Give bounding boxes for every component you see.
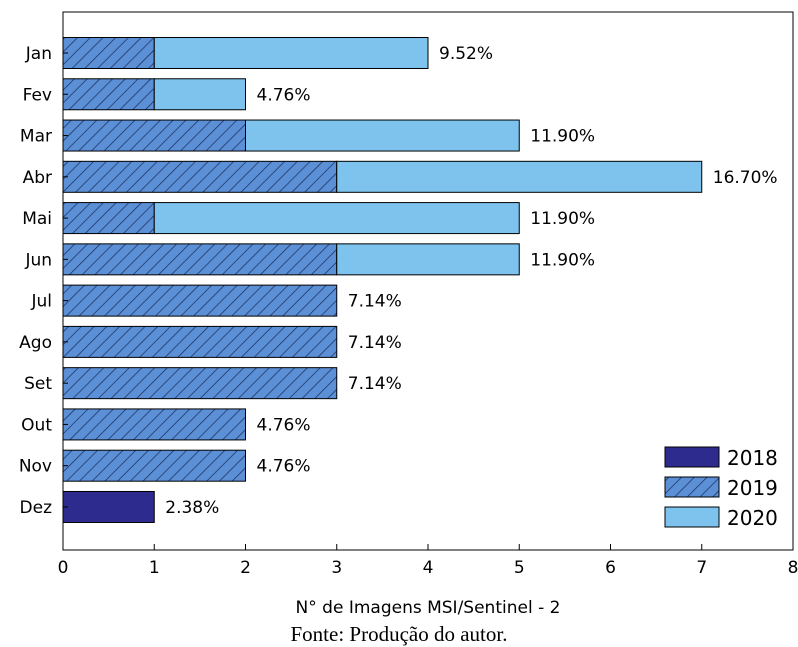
y-tick-label-abr: Abr [23,168,52,188]
y-tick-label-nov: Nov [19,457,52,477]
bar-out-2019 [62,408,246,441]
bar-abr-2019 [62,160,338,193]
bar-set-2019 [62,367,338,400]
bar-jun-2020 [336,243,520,276]
x-tick-label-1: 1 [149,558,160,578]
legend-swatch-2020 [664,506,720,528]
x-tick-label-4: 4 [423,558,434,578]
y-tick-label-fev: Fev [23,85,52,105]
bar-mai-2020 [153,202,520,235]
data-label-jan: 9.52% [439,44,493,64]
y-category-labels: Jan Fev Mar Abr Mai Jun Jul Ago Set Out Nov Dez [19,44,68,518]
bar-jun-2019 [62,243,338,276]
bar-mar-2020 [245,119,520,152]
data-label-set: 7.14% [348,374,402,394]
bar-dez-2018 [62,490,155,523]
y-tick-label-mar: Mar [20,127,52,147]
y-tick-label-set: Set [24,374,52,394]
y-tick-label-jan: Jan [25,44,52,64]
x-tick-label-2: 2 [240,558,251,578]
bar-fev-2020 [153,78,246,111]
bar-mai-2019 [62,202,155,235]
y-tick-label-dez: Dez [20,498,53,518]
data-label-jul: 7.14% [348,292,402,312]
data-label-abr: 16.70% [713,168,778,188]
plot-frame [62,11,794,551]
bar-ago-2019 [62,325,338,358]
bar-mar-2019 [62,119,246,152]
x-axis-ticks: 0 1 2 3 4 5 6 7 8 [58,544,798,578]
bar-fev-2019 [62,78,155,111]
x-axis-title: N° de Imagens MSI/Sentinel - 2 [296,598,561,618]
legend-label-2020: 2020 [727,506,778,530]
bars-layer [62,37,703,523]
legend-label-2019: 2019 [727,476,778,500]
data-label-out: 4.76% [257,415,311,435]
legend-label-2018: 2018 [727,446,778,470]
data-label-jun: 11.90% [530,250,595,270]
y-tick-label-ago: Ago [19,333,52,353]
y-tick-label-jul: Jul [30,292,52,312]
x-tick-label-7: 7 [696,558,707,578]
data-label-fev: 4.76% [257,85,311,105]
data-label-mar: 11.90% [530,127,595,147]
x-tick-label-3: 3 [331,558,342,578]
bar-abr-2020 [336,160,703,193]
y-tick-label-mai: Mai [22,209,52,229]
legend-swatch-2018 [664,446,720,468]
data-label-nov: 4.76% [257,457,311,477]
y-tick-label-jun: Jun [24,250,52,270]
bar-jul-2019 [62,284,338,317]
x-tick-label-0: 0 [58,558,69,578]
x-tick-label-5: 5 [514,558,525,578]
bar-nov-2019 [62,449,246,482]
bar-jan-2020 [153,37,429,69]
bar-jan-2019 [62,37,155,69]
data-label-ago: 7.14% [348,333,402,353]
x-tick-label-6: 6 [605,558,616,578]
data-label-dez: 2.38% [165,498,219,518]
legend-swatch-2019 [664,476,720,498]
legend: 2018 2019 2020 [664,446,778,530]
data-label-mai: 11.90% [530,209,595,229]
y-tick-label-out: Out [21,415,52,435]
data-labels-layer: 9.52% 4.76% 11.90% 16.70% 11.90% 11.90% 7.14% 7… [165,44,777,518]
x-tick-label-8: 8 [788,558,798,578]
source-note: Fonte: Produção do autor. [291,622,508,646]
